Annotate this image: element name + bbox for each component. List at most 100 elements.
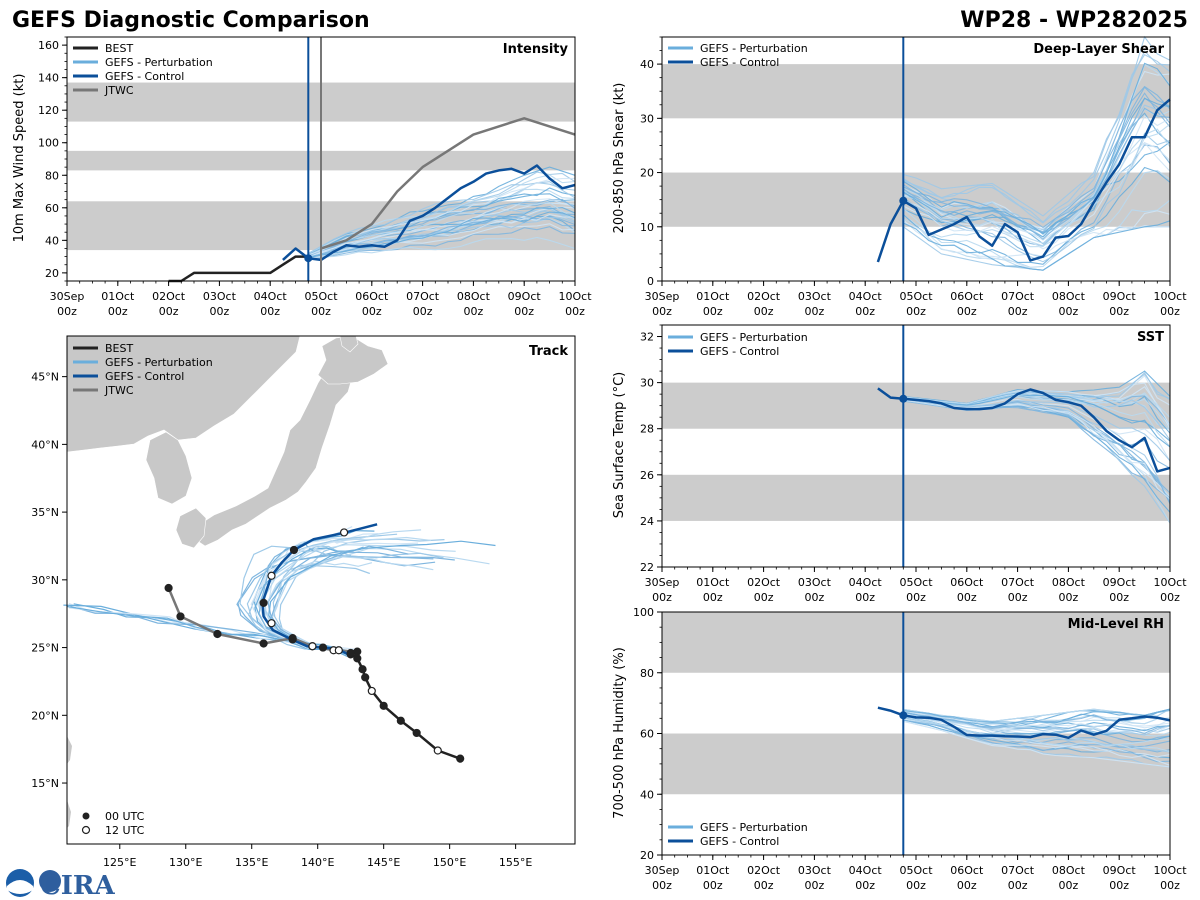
rh-perturbation-line [903,713,1171,736]
sst-plot-area: 22 24 26 28 30 32 30Sep 00z 01Oct 00z 02Oct 00z 03Oc… [640,324,1187,604]
shear-xtick-hour: 00z [805,305,825,318]
intensity-xtick-day: 06Oct [355,290,389,303]
track-best-marker [358,665,367,674]
shear-xtick-day: 30Sep [645,290,680,303]
sst-xtick-hour: 00z [906,591,926,604]
intensity-ytick-label: 60 [45,202,59,215]
sst-xtick-day: 05Oct [899,576,933,589]
shear-ytick-label: 30 [640,112,654,125]
rh-init-marker [899,711,908,720]
figure-title: GEFS Diagnostic Comparison [12,8,370,33]
sst-xtick-hour: 00z [652,591,672,604]
legend-best-label: BEST [105,342,133,355]
intensity-xtick-day: 08Oct [457,290,491,303]
legend-00utc-label: 00 UTC [105,810,145,823]
rh-perturbation-line [903,715,1171,753]
rh-xtick-day: 06Oct [950,864,984,877]
shear-gefs-control-line [876,98,1171,263]
legend-00utc-marker [82,812,90,820]
sst-ytick-label: 30 [640,377,654,390]
intensity-xtick-day: 01Oct [101,290,135,303]
sst-perturbation-line [903,393,1171,448]
rh-perturbation-line [903,717,1171,746]
sst-xtick-day: 08Oct [1052,576,1086,589]
sst-perturbation-line [903,391,1171,418]
track-best-marker [353,654,362,663]
sst-ylabel: Sea Surface Temp (°C) [612,372,627,519]
track-panel: 125°E 130°E 135°E 140°E 145°E 150°E 155°E 15°N 2… [31,335,576,869]
track-xtick-label: 145°E [367,856,400,869]
land-luzon [67,800,71,828]
shear-xtick-day: 10Oct [1153,290,1187,303]
shear-xtick-day: 04Oct [849,290,883,303]
shear-perturbation-line [903,128,1171,247]
track-control-marker [267,571,276,580]
rh-xtick-hour: 00z [906,879,926,892]
intensity-xtick-hour: 00z [362,305,382,318]
intensity-xtick-hour: 00z [514,305,534,318]
track-control-marker [267,619,276,628]
shear-xtick-hour: 00z [1008,305,1028,318]
intensity-xtick-day: 10Oct [558,290,592,303]
track-control-marker [318,643,328,652]
sst-title: SST [1137,330,1164,345]
track-ytick-label: 25°N [31,642,59,655]
shear-xtick-hour: 00z [1059,305,1079,318]
intensity-ytick-label: 140 [38,72,59,85]
intensity-perturbation-line [308,226,576,260]
intensity-perturbation-line [308,211,576,259]
intensity-xtick-hour: 00z [108,305,128,318]
track-best-marker [367,686,376,696]
sst-xtick-hour: 00z [855,591,875,604]
track-control-marker [288,635,297,644]
shear-perturbation-line [903,35,1171,223]
sst-ytick-label: 26 [640,469,654,482]
shear-xtick-day: 08Oct [1052,290,1086,303]
rh-perturbation-line [903,715,1171,740]
intensity-ytick-label: 20 [45,267,59,280]
intensity-jtwc-line [320,117,576,250]
legend-pert-label: GEFS - Perturbation [700,331,808,344]
track-control-marker [259,598,268,607]
shear-panel: 0 10 20 30 40 30Sep 00z 01Oct 00z 02Oct 00z 03Oct 00… [612,35,1187,318]
legend-control-label: GEFS - Control [700,345,779,358]
noaa-wave-icon [7,880,33,894]
track-ytick-label: 40°N [31,438,59,451]
sst-xtick-hour: 00z [1059,591,1079,604]
legend-pert-label: GEFS - Perturbation [105,356,213,369]
shear-perturbation-line [902,169,1171,268]
shear-xtick-hour: 00z [855,305,875,318]
sst-xtick-day: 01Oct [696,576,730,589]
intensity-perturbation-line [308,207,576,257]
track-jtwc-marker [176,612,185,621]
intensity-ytick-label: 120 [38,104,59,117]
intensity-xtick-hour: 00z [311,305,331,318]
intensity-xtick-day: 05Oct [304,290,338,303]
rh-ytick-label: 100 [633,606,654,619]
shear-perturbation-line [903,115,1171,241]
shear-xtick-hour: 00z [1109,305,1129,318]
intensity-xtick-hour: 00z [413,305,433,318]
sst-xtick-day: 02Oct [747,576,781,589]
shear-xtick-day: 01Oct [696,290,730,303]
legend-jtwc-label: JTWC [104,384,134,397]
rh-xtick-day: 04Oct [849,864,883,877]
intensity-xtick-hour: 00z [57,305,77,318]
intensity-ytick-label: 40 [45,234,59,247]
rh-xtick-day: 03Oct [798,864,832,877]
track-jtwc-marker [353,647,362,656]
intensity-xtick-hour: 00z [260,305,280,318]
intensity-panel: 20 40 60 80 100 120 140 160 30Sep 00z 01Oct 00z 02Oc… [12,36,592,318]
intensity-xtick-day: 04Oct [254,290,288,303]
intensity-title: Intensity [503,42,569,57]
cira-wordmark: CIRA [40,871,115,900]
land-hokkaido [317,335,389,385]
sst-xtick-day: 10Oct [1153,576,1187,589]
land-korea [145,431,193,505]
sst-xtick-day: 04Oct [849,576,883,589]
sst-xtick-hour: 00z [805,591,825,604]
sst-xtick-day: 03Oct [798,576,832,589]
shear-perturbation-line [902,86,1171,229]
legend-control-label: GEFS - Control [700,56,779,69]
intensity-xtick-hour: 00z [464,305,484,318]
